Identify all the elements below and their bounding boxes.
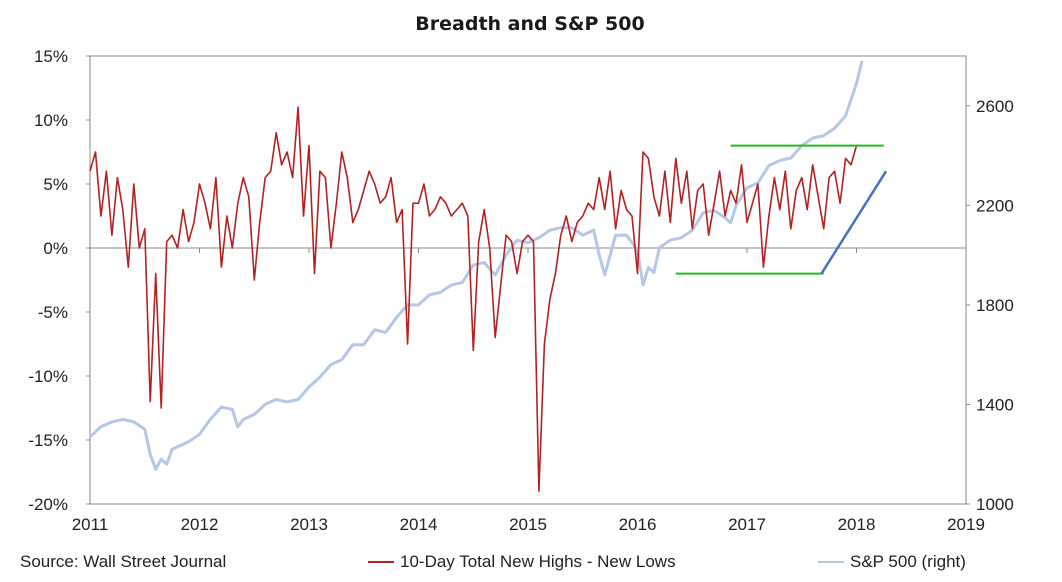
sp500-line (88, 60, 864, 471)
legend-swatch-sp500 (818, 560, 844, 563)
y-left-tick-label: -15% (28, 431, 68, 450)
legend-label-breadth: 10-Day Total New Highs - New Lows (400, 552, 676, 571)
chart-title: Breadth and S&P 500 (415, 13, 644, 35)
y-left-tick-label: 0% (43, 239, 68, 258)
plot-area (89, 55, 967, 505)
x-tick-label: 2012 (181, 515, 219, 534)
y-left-tick-label: 10% (34, 111, 68, 130)
legend-item-sp500: S&P 500 (right) (818, 552, 966, 572)
y-left-ticks: 15% 10% 5% 0% -5% -10% -15% -20% (28, 47, 90, 514)
x-tick-label: 2016 (619, 515, 657, 534)
y-left-tick-label: 5% (43, 175, 68, 194)
y-right-tick-label: 1000 (976, 495, 1014, 514)
legend-item-breadth: 10-Day Total New Highs - New Lows (368, 552, 676, 572)
y-right-tick-label: 1800 (976, 296, 1014, 315)
series-layer (88, 60, 864, 492)
y-left-tick-label: -10% (28, 367, 68, 386)
x-tick-label: 2018 (838, 515, 876, 534)
y-right-tick-label: 1400 (976, 395, 1014, 414)
y-left-tick-label: 15% (34, 47, 68, 66)
x-tick-label: 2015 (509, 515, 547, 534)
annotation-layer (675, 144, 888, 275)
x-tick-label: 2017 (728, 515, 766, 534)
x-tick-label: 2011 (72, 515, 109, 534)
y-right-tick-label: 2200 (976, 196, 1014, 215)
breadth-line (89, 106, 860, 492)
annotation-trendline (820, 170, 888, 275)
y-left-tick-label: -5% (38, 303, 68, 322)
x-ticks: 2011 2012 2013 2014 2015 2016 2017 2018 2019 (72, 248, 985, 534)
x-tick-label: 2019 (947, 515, 985, 534)
legend-label-sp500: S&P 500 (right) (850, 552, 966, 571)
y-right-ticks: 2600 2200 1800 1400 1000 (966, 97, 1014, 514)
source-note: Source: Wall Street Journal (20, 552, 227, 571)
legend-swatch-breadth (368, 560, 394, 563)
x-tick-label: 2013 (290, 515, 328, 534)
y-left-tick-label: -20% (28, 495, 68, 514)
x-tick-label: 2014 (400, 515, 438, 534)
y-right-tick-label: 2600 (976, 97, 1014, 116)
